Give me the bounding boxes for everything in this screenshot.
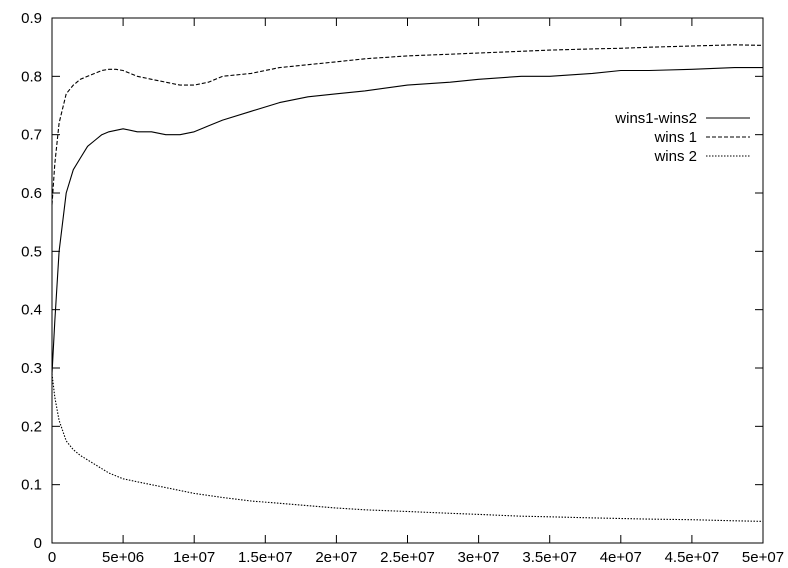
legend-label: wins 2 [653, 148, 697, 165]
x-tick-label: 2.5e+07 [380, 549, 435, 566]
y-tick-label: 0.7 [21, 127, 42, 144]
y-tick-label: 0.8 [21, 68, 42, 85]
series-line-3 [51, 373, 764, 522]
y-tick-label: 0.6 [21, 185, 42, 202]
series-line-2 [51, 44, 764, 205]
y-tick-label: 0.2 [21, 418, 42, 435]
legend: wins1-wins2 wins 1 wins 2 [614, 110, 750, 165]
x-axis: 0 5e+06 1e+07 1.5e+07 2e+07 2.5e+07 3e+07 3.5e+… [48, 18, 784, 566]
y-tick-label: 0 [34, 535, 42, 552]
x-tick-label: 4.5e+07 [665, 549, 720, 566]
y-tick-label: 0.1 [21, 477, 42, 494]
x-tick-label: 3.5e+07 [522, 549, 577, 566]
y-tick-label: 0.5 [21, 243, 42, 260]
x-tick-label: 2e+07 [315, 549, 357, 566]
x-tick-label: 3e+07 [458, 549, 500, 566]
legend-label: wins1-wins2 [614, 110, 697, 127]
series-line-1 [51, 67, 763, 374]
x-tick-label: 5e+06 [102, 549, 144, 566]
y-tick-label: 0.9 [21, 10, 42, 27]
x-tick-label: 4e+07 [600, 549, 642, 566]
y-tick-label: 0.4 [21, 302, 42, 319]
x-tick-label: 1e+07 [173, 549, 215, 566]
y-axis: 0 0.1 0.2 0.3 0.4 0.5 0.6 0.7 0.8 0.9 [21, 10, 763, 552]
plot-frame [51, 17, 764, 544]
x-tick-label: 5e+07 [742, 549, 784, 566]
x-tick-label: 1.5e+07 [238, 549, 293, 566]
x-tick-label: 0 [48, 549, 56, 566]
plot-lines [51, 44, 764, 522]
y-tick-label: 0.3 [21, 360, 42, 377]
legend-label: wins 1 [653, 129, 697, 146]
